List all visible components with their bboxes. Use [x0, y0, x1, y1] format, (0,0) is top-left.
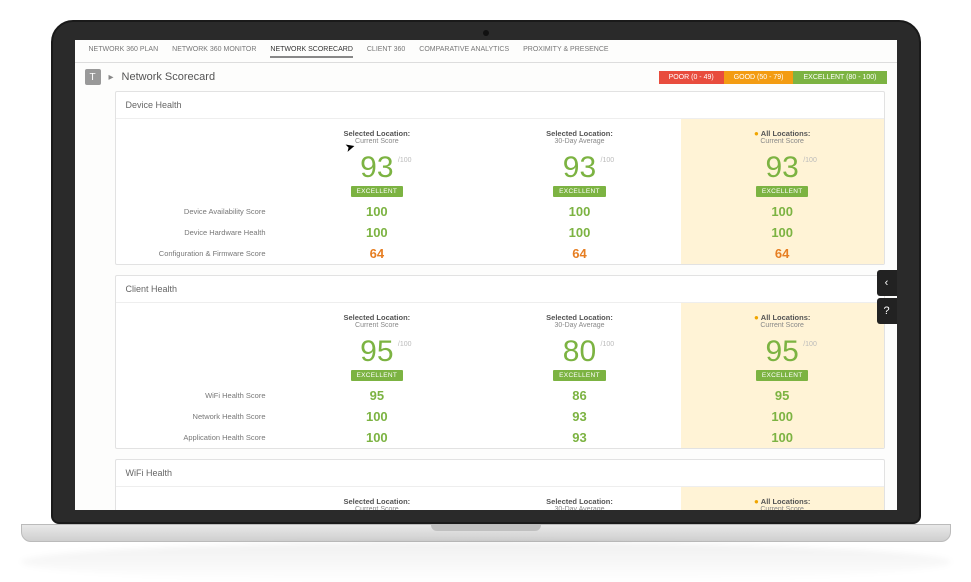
metric-value: 93: [478, 406, 681, 427]
panel-title: WiFi Health: [116, 460, 884, 487]
overall-score-cell: 95/100 EXCELLENT: [276, 333, 479, 385]
metric-value: 95: [681, 385, 884, 406]
score-badge: EXCELLENT: [553, 370, 606, 381]
legend-chip: EXCELLENT (80 - 100): [793, 71, 886, 84]
chevron-right-icon: ▸: [109, 72, 114, 83]
score-badge: EXCELLENT: [756, 370, 809, 381]
metric-value: 100: [681, 406, 884, 427]
column-header: ●All Locations:Current Score: [681, 119, 884, 149]
score-badge: EXCELLENT: [756, 186, 809, 197]
metric-value: 100: [276, 201, 479, 222]
side-helper-tabs: ‹ ?: [877, 270, 897, 326]
score-badge: EXCELLENT: [351, 370, 404, 381]
metric-label: Application Health Score: [116, 429, 276, 446]
nav-tab[interactable]: NETWORK SCORECARD: [270, 46, 352, 58]
score-panel: Client HealthSelected Location:Current S…: [115, 275, 885, 449]
overall-score: 95/100: [360, 337, 393, 367]
scorecard-content: Device HealthSelected Location:Current S…: [75, 91, 897, 510]
score-badge: EXCELLENT: [351, 186, 404, 197]
metric-value: 100: [681, 427, 884, 448]
filter-icon[interactable]: T: [85, 69, 101, 85]
nav-tab[interactable]: NETWORK 360 PLAN: [89, 46, 159, 58]
metric-value: 100: [276, 427, 479, 448]
panel-title: Client Health: [116, 276, 884, 303]
camera-dot: [483, 30, 489, 36]
score-grid: Selected Location:Current ScoreSelected …: [116, 303, 884, 448]
overall-score: 95/100: [765, 337, 798, 367]
overall-score: 93/100: [360, 153, 393, 183]
metric-value: 93: [478, 427, 681, 448]
overall-score: 80/100: [563, 337, 596, 367]
metric-label: Device Hardware Health: [116, 224, 276, 241]
overall-score-cell: 95/100 EXCELLENT: [681, 333, 884, 385]
metric-label: Network Health Score: [116, 408, 276, 425]
overall-score-cell: 93/100 EXCELLENT: [276, 149, 479, 201]
nav-tab[interactable]: CLIENT 360: [367, 46, 405, 58]
legend-chip: GOOD (50 - 79): [724, 71, 794, 84]
score-grid: Selected Location:Current ScoreSelected …: [116, 119, 884, 264]
overall-score-cell: 93/100 EXCELLENT: [681, 149, 884, 201]
column-header: Selected Location:30-Day Average: [478, 303, 681, 333]
metric-value: 64: [681, 243, 884, 264]
column-header: Selected Location:Current Score: [276, 487, 479, 510]
overall-score-cell: 80/100 EXCELLENT: [478, 333, 681, 385]
metric-value: 100: [478, 222, 681, 243]
column-header: Selected Location:30-Day Average: [478, 119, 681, 149]
page-title: Network Scorecard: [122, 71, 651, 83]
laptop-frame: NETWORK 360 PLAN NETWORK 360 MONITOR NETWO…: [51, 20, 921, 582]
star-icon: ●: [754, 497, 759, 506]
star-icon: ●: [754, 129, 759, 138]
metric-label: Device Availability Score: [116, 203, 276, 220]
score-legend: POOR (0 - 49)GOOD (50 - 79)EXCELLENT (80…: [659, 71, 887, 84]
overall-score: 93/100: [765, 153, 798, 183]
score-panel: Device HealthSelected Location:Current S…: [115, 91, 885, 265]
overall-score-cell: 93/100 EXCELLENT: [478, 149, 681, 201]
column-header: ●All Locations:Current Score: [681, 303, 884, 333]
metric-value: 64: [478, 243, 681, 264]
metric-value: 64: [276, 243, 479, 264]
star-icon: ●: [754, 313, 759, 322]
score-grid: Selected Location:Current ScoreSelected …: [116, 487, 884, 510]
nav-tab[interactable]: PROXIMITY & PRESENCE: [523, 46, 608, 58]
metric-value: 100: [276, 222, 479, 243]
laptop-base: [21, 524, 951, 542]
metric-label: Configuration & Firmware Score: [116, 245, 276, 262]
app-screen: NETWORK 360 PLAN NETWORK 360 MONITOR NETWO…: [75, 40, 897, 510]
trackpad-notch: [431, 525, 541, 531]
metric-value: 95: [276, 385, 479, 406]
side-tab-help-icon[interactable]: ?: [877, 298, 897, 324]
score-panel: WiFi HealthSelected Location:Current Sco…: [115, 459, 885, 510]
page-header: T ▸ Network Scorecard POOR (0 - 49)GOOD …: [75, 63, 897, 91]
overall-score: 93/100: [563, 153, 596, 183]
column-header: Selected Location:Current Score: [276, 303, 479, 333]
metric-value: 86: [478, 385, 681, 406]
score-badge: EXCELLENT: [553, 186, 606, 197]
side-tab-back-icon[interactable]: ‹: [877, 270, 897, 296]
metric-value: 100: [276, 406, 479, 427]
column-header: Selected Location:30-Day Average: [478, 487, 681, 510]
metric-value: 100: [681, 222, 884, 243]
metric-value: 100: [478, 201, 681, 222]
metric-value: 100: [681, 201, 884, 222]
reflection: [21, 542, 951, 582]
screen-bezel: NETWORK 360 PLAN NETWORK 360 MONITOR NETWO…: [51, 20, 921, 524]
panel-title: Device Health: [116, 92, 884, 119]
top-nav-tabs: NETWORK 360 PLAN NETWORK 360 MONITOR NETWO…: [75, 40, 897, 63]
legend-chip: POOR (0 - 49): [659, 71, 724, 84]
nav-tab[interactable]: NETWORK 360 MONITOR: [172, 46, 256, 58]
column-header: Selected Location:Current Score: [276, 119, 479, 149]
nav-tab[interactable]: COMPARATIVE ANALYTICS: [419, 46, 509, 58]
metric-label: WiFi Health Score: [116, 387, 276, 404]
column-header: ●All Locations:Current Score: [681, 487, 884, 510]
